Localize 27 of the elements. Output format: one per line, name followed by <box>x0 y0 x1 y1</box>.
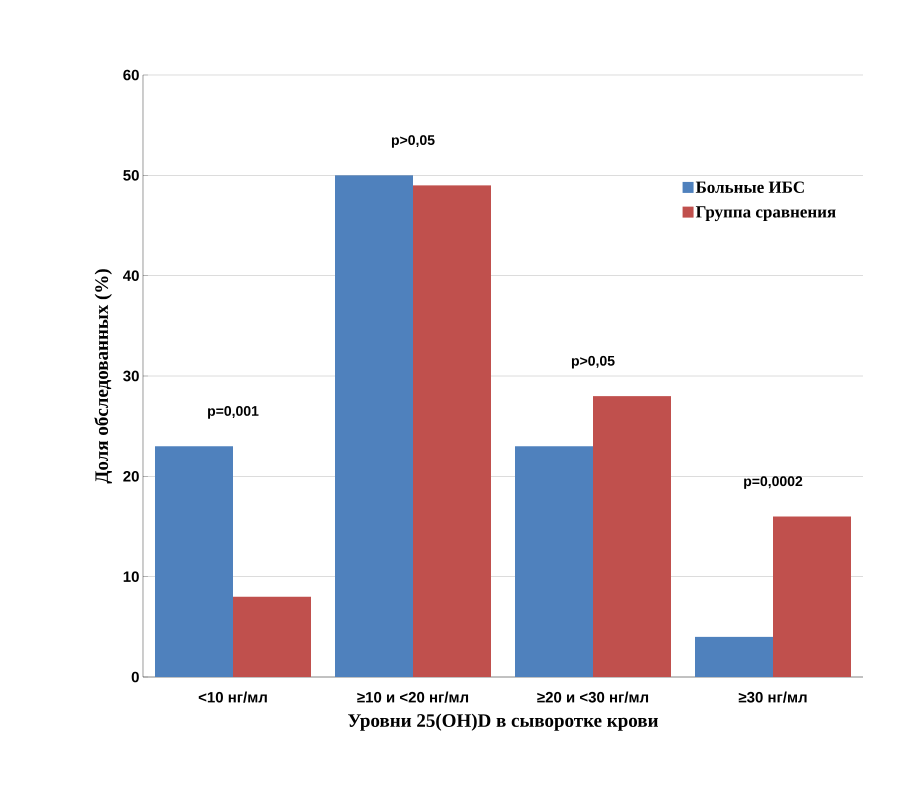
bar <box>773 516 851 678</box>
bar <box>233 596 311 678</box>
y-axis-title: Доля обследованных (%) <box>94 269 112 484</box>
x-axis-title: Уровни 25(OH)D в сыворотке крови <box>348 714 658 731</box>
bar <box>593 396 671 678</box>
bar <box>413 185 491 678</box>
y-tick-label: 50 <box>123 170 139 181</box>
legend-label: Группа сравнения <box>696 206 836 222</box>
y-tick-label: 60 <box>123 70 139 80</box>
annotation: p>0,05 <box>572 356 615 369</box>
x-tick-label: ≥20 и <30 нг/мл <box>537 692 648 703</box>
annotation: p>0,05 <box>392 135 435 148</box>
y-tick-label: 0 <box>132 672 139 682</box>
annotation: p=0,0002 <box>744 476 802 489</box>
bar <box>335 175 413 678</box>
y-tick-label: 20 <box>123 471 139 482</box>
y-tick-label: 40 <box>123 270 139 281</box>
bar <box>515 446 593 678</box>
x-tick-label: ≥30 нг/мл <box>738 692 807 703</box>
legend-label: Больные ИБС <box>696 182 804 193</box>
bar <box>155 446 233 678</box>
y-tick-label: 10 <box>124 571 139 582</box>
y-tick-label: 30 <box>123 370 139 382</box>
x-tick-label: <10 нг/мл <box>198 692 267 703</box>
x-tick-label: ≥10 и <20 нг/мл <box>357 692 468 703</box>
annotation: p=0,001 <box>208 406 258 419</box>
bar <box>695 636 773 678</box>
